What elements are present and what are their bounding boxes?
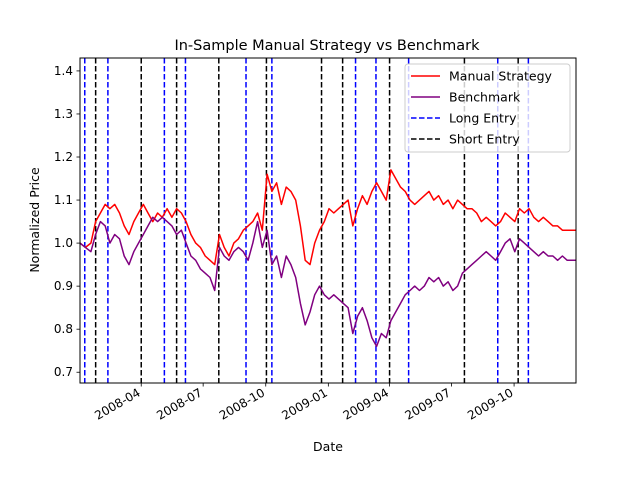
benchmark-line [79,216,576,348]
y-tick-label: 1.4 [54,64,73,78]
y-tick-label: 1.3 [54,107,73,121]
manual-strategy-line [79,169,576,266]
y-tick-label: 0.9 [54,279,73,293]
y-tick-label: 1.0 [54,236,73,250]
x-axis-label: Date [313,439,343,454]
legend-short-entry-label: Short Entry [449,132,520,147]
y-tick-label: 1.1 [54,193,73,207]
legend-benchmark-label: Benchmark [449,90,521,105]
y-tick-label: 0.7 [54,365,73,379]
legend-manual-strategy-label: Manual Strategy [449,69,553,84]
y-tick-label: 0.8 [54,322,73,336]
legend-box [404,63,571,153]
series-layer [79,169,576,348]
y-axis: 0.7 0.8 0.9 1.0 1.1 1.2 1.3 1.4 [54,64,80,379]
chart-title: In-Sample Manual Strategy vs Benchmark [174,38,480,54]
y-tick-label: 1.2 [54,150,73,164]
legend-long-entry-label: Long Entry [449,111,517,126]
y-axis-label: Normalized Price [27,167,42,273]
legend: Manual Strategy Benchmark Long Entry Short … [404,63,571,153]
